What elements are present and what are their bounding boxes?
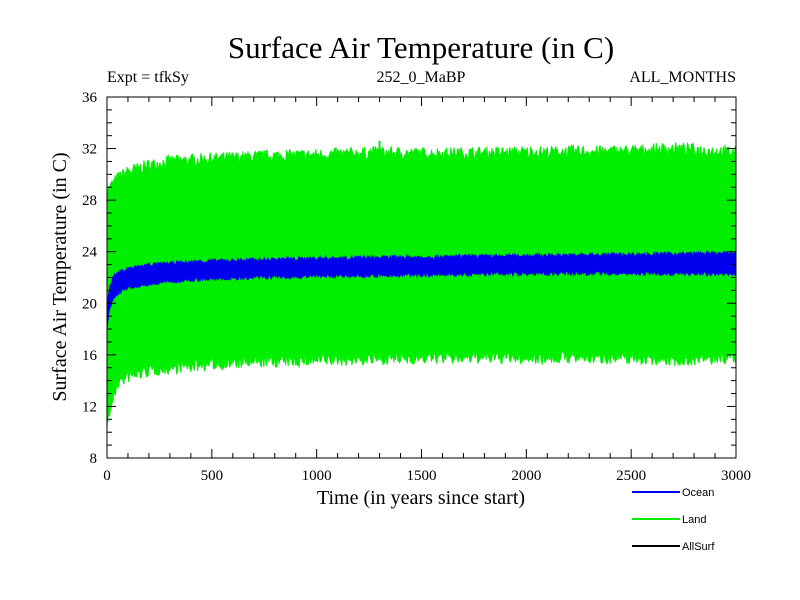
age-label: 252_0_MaBP xyxy=(377,69,466,86)
y-tick-label: 12 xyxy=(82,399,97,415)
legend-label-land: Land xyxy=(682,514,706,526)
x-axis: 0 500 1000 1500 2000 2500 3000 xyxy=(103,97,751,484)
y-tick-label: 36 xyxy=(82,90,98,106)
legend-label-ocean: Ocean xyxy=(682,487,714,499)
x-tick-label: 0 xyxy=(103,468,111,484)
y-tick-label: 8 xyxy=(90,451,98,467)
legend: Ocean Land AllSurf xyxy=(632,487,715,553)
land-series xyxy=(106,140,737,428)
y-axis: 8 12 16 20 24 28 32 36 xyxy=(82,90,736,467)
y-tick-label: 24 xyxy=(82,245,98,261)
x-tick-label: 1000 xyxy=(302,468,332,484)
experiment-label: Expt = tfkSy xyxy=(107,69,189,86)
x-tick-label: 1500 xyxy=(407,468,437,484)
x-tick-label: 2000 xyxy=(511,468,541,484)
land-band-area xyxy=(106,141,737,428)
y-tick-label: 28 xyxy=(82,193,97,209)
x-tick-label: 3000 xyxy=(721,468,751,484)
y-tick-label: 32 xyxy=(82,142,97,158)
y-tick-label: 20 xyxy=(82,296,97,312)
x-axis-label: Time (in years since start) xyxy=(317,487,525,509)
y-axis-label: Surface Air Temperature (in C) xyxy=(49,152,71,401)
months-label: ALL_MONTHS xyxy=(629,69,736,86)
chart-title: Surface Air Temperature (in C) xyxy=(228,30,614,65)
x-tick-label: 500 xyxy=(201,468,224,484)
x-tick-label: 2500 xyxy=(616,468,646,484)
legend-label-allsurf: AllSurf xyxy=(682,541,715,553)
y-tick-label: 16 xyxy=(82,348,98,364)
